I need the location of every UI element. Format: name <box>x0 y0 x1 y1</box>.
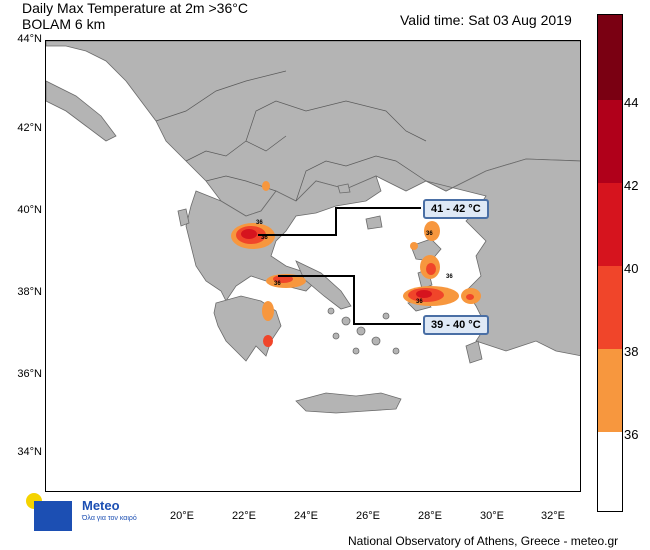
colorbar-band <box>598 183 622 266</box>
land-greece-mainland <box>185 175 382 302</box>
colorbar-band <box>598 15 622 100</box>
lat-label: 44°N <box>17 33 42 45</box>
lon-label: 24°E <box>294 510 318 522</box>
point-label: 36 <box>416 299 423 305</box>
point-label: 36 <box>261 235 268 241</box>
colorbar-label: 36 <box>624 427 639 442</box>
lat-label: 40°N <box>17 204 42 216</box>
lon-label: 26°E <box>356 510 380 522</box>
lat-label: 34°N <box>17 446 42 458</box>
colorbar-label: 38 <box>624 344 639 359</box>
colorbar-label: 44 <box>624 95 639 110</box>
land-limnos <box>365 215 383 230</box>
colorbar-label: 40 <box>624 261 639 276</box>
map-title: Daily Max Temperature at 2m >36°C <box>22 0 248 16</box>
lon-label: 32°E <box>541 510 565 522</box>
lat-label: 38°N <box>17 286 42 298</box>
lat-label: 36°N <box>17 368 42 380</box>
colorbar-band <box>598 349 622 432</box>
lon-label: 30°E <box>480 510 504 522</box>
meteo-logo: Meteo Όλα για τον καιρό <box>26 493 156 533</box>
map-canvas: 36 36 36 36 36 36 <box>46 41 580 414</box>
land-crete <box>295 392 402 414</box>
valid-time: Valid time: Sat 03 Aug 2019 <box>400 12 572 28</box>
lon-label: 22°E <box>232 510 256 522</box>
point-label: 36 <box>256 220 263 226</box>
land-rhodes <box>465 340 483 364</box>
land-corfu <box>177 208 190 227</box>
callout-upper: 41 - 42 °C <box>423 199 489 219</box>
land-italy <box>46 80 117 142</box>
logo-name: Meteo <box>82 498 120 513</box>
colorbar-band <box>598 100 622 183</box>
land-thasos <box>337 183 351 194</box>
colorbar-label: 42 <box>624 178 639 193</box>
colorbar-band <box>598 432 622 511</box>
point-label: 36 <box>274 281 281 287</box>
point-label: 36 <box>446 274 453 280</box>
lon-label: 28°E <box>418 510 442 522</box>
colorbar <box>597 14 623 512</box>
logo-tagline: Όλα για τον καιρό <box>82 515 137 522</box>
map-panel: 36 36 36 36 36 36 41 - 42 °C 39 - 40 °C <box>45 40 581 492</box>
land-lesvos <box>410 238 442 262</box>
temperature-overlay <box>231 181 481 347</box>
credit-text: National Observatory of Athens, Greece -… <box>348 534 619 548</box>
lon-label: 20°E <box>170 510 194 522</box>
callout-lower: 39 - 40 °C <box>423 315 489 335</box>
map-subtitle: BOLAM 6 km <box>22 16 106 32</box>
point-label: 36 <box>426 231 433 237</box>
colorbar-band <box>598 266 622 349</box>
lat-label: 42°N <box>17 122 42 134</box>
m-logo-icon <box>34 501 72 531</box>
